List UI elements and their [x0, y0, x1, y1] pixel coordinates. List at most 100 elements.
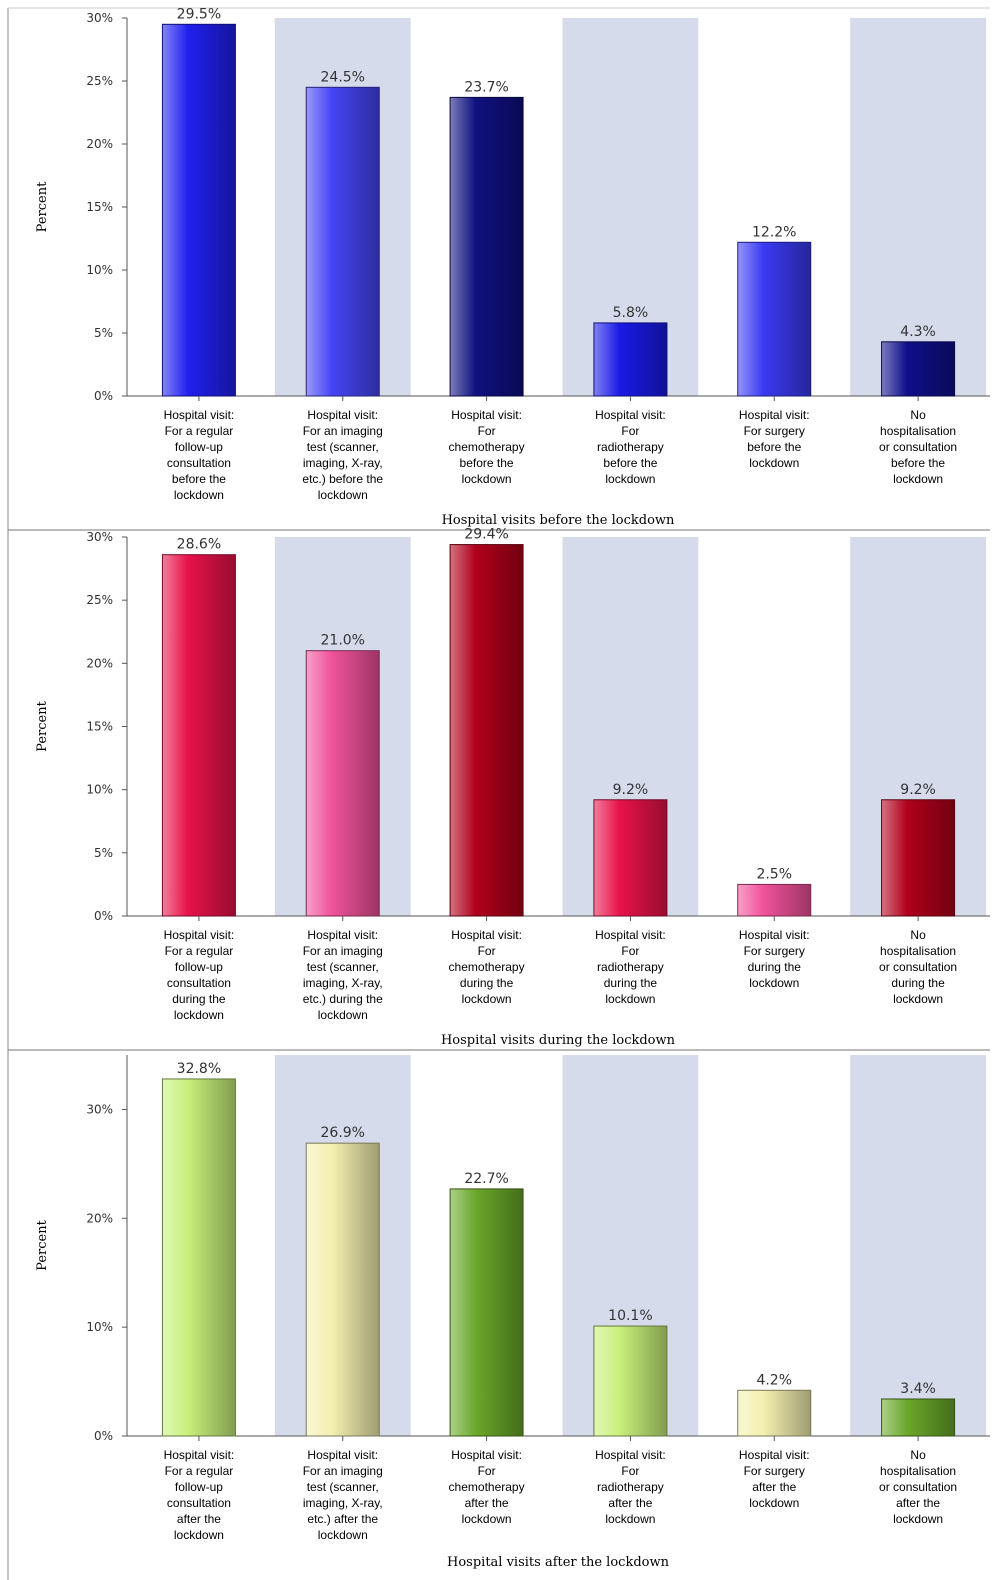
category-label: Hospital visit: For an imaging test (scann… — [302, 408, 383, 502]
y-tick-label: 20% — [86, 1211, 113, 1225]
category-label: Hospital visit: For chemotherapy during the… — [449, 928, 525, 1006]
category-label-line: For a regular — [165, 424, 234, 438]
category-label-line: No — [910, 928, 926, 942]
category-label-line: Hospital visit: — [307, 408, 378, 422]
bar — [161, 23, 236, 397]
category-label-line: For surgery — [744, 944, 805, 958]
category-label-line: before the — [603, 456, 657, 470]
category-label-line: etc.) before the — [302, 472, 383, 486]
category-label-line: hospitalisation — [880, 1464, 956, 1478]
y-tick-label: 20% — [86, 656, 113, 670]
category-label-line: For — [478, 424, 496, 438]
category-label-line: or consultation — [879, 960, 957, 974]
y-tick-label: 5% — [94, 846, 113, 860]
category-label-line: Hospital visit: — [451, 408, 522, 422]
y-tick-label: 20% — [86, 137, 113, 151]
bar — [737, 883, 812, 917]
y-tick-label: 30% — [86, 530, 113, 544]
data-label: 5.8% — [613, 305, 649, 321]
category-label-line: follow-up — [175, 440, 223, 454]
category-label: Hospital visit: For a regular follow-up con… — [164, 408, 235, 502]
category-label-line: lockdown — [893, 472, 943, 486]
category-label-line: Hospital visit: — [595, 1448, 666, 1462]
category-label-line: For a regular — [165, 944, 234, 958]
category-label-line: radiotherapy — [597, 960, 664, 974]
category-label-line: No — [910, 408, 926, 422]
category-label-line: imaging, X-ray, — [303, 976, 383, 990]
category-label-line: radiotherapy — [597, 1480, 664, 1494]
data-label: 10.1% — [608, 1308, 652, 1324]
category-label-line: hospitalisation — [880, 944, 956, 958]
category-label-line: imaging, X-ray, — [303, 1496, 383, 1510]
category-label-line: test (scanner, — [307, 960, 379, 974]
category-label-line: For — [621, 944, 639, 958]
data-label: 26.9% — [321, 1125, 365, 1141]
category-label-line: Hospital visit: — [595, 408, 666, 422]
category-label-line: or consultation — [879, 440, 957, 454]
category-label-line: chemotherapy — [449, 440, 525, 454]
category-label-line: lockdown — [605, 1512, 655, 1526]
category-label: No hospitalisation or consultation during t… — [879, 928, 957, 1006]
bar — [161, 1078, 236, 1437]
data-label: 21.0% — [321, 633, 365, 649]
data-label: 12.2% — [752, 224, 796, 240]
category-label-line: For an imaging — [303, 1464, 383, 1478]
category-label-line: For — [621, 1464, 639, 1478]
category-label: Hospital visit: For chemotherapy before the… — [449, 408, 525, 486]
data-label: 9.2% — [613, 782, 649, 798]
category-band — [850, 18, 986, 396]
bar — [593, 799, 668, 917]
data-label: 24.5% — [321, 69, 365, 85]
category-label: Hospital visit: For surgery after the lockd… — [739, 1448, 810, 1510]
y-tick-label: 0% — [94, 909, 113, 923]
category-label-line: hospitalisation — [880, 424, 956, 438]
data-label: 4.3% — [900, 324, 936, 340]
category-label: Hospital visit: For an imaging test (scann… — [303, 928, 383, 1022]
category-label-line: after the — [465, 1496, 509, 1510]
category-label-line: Hospital visit: — [164, 408, 235, 422]
category-label-line: lockdown — [893, 1512, 943, 1526]
category-label-line: Hospital visit: — [451, 1448, 522, 1462]
category-label-line: Hospital visit: — [739, 1448, 810, 1462]
data-label: 4.2% — [756, 1372, 792, 1388]
category-label-line: test (scanner, — [307, 1480, 379, 1494]
category-label-line: or consultation — [879, 1480, 957, 1494]
category-label-line: etc.) during the — [303, 992, 383, 1006]
category-label-line: during the — [604, 976, 658, 990]
category-label-line: Hospital visit: — [164, 928, 235, 942]
bar — [305, 650, 380, 917]
category-label-line: For an imaging — [303, 424, 383, 438]
category-label-line: follow-up — [175, 1480, 223, 1494]
category-label-line: lockdown — [462, 992, 512, 1006]
x-axis-title: Hospital visits after the lockdown — [447, 1555, 670, 1570]
category-label-line: No — [910, 1448, 926, 1462]
category-label: Hospital visit: For radiotherapy during the… — [595, 928, 666, 1006]
category-label-line: Hospital visit: — [164, 1448, 235, 1462]
category-label-line: Hospital visit: — [307, 1448, 378, 1462]
category-label-line: consultation — [167, 976, 231, 990]
y-tick-label: 0% — [94, 1429, 113, 1443]
category-label-line: lockdown — [893, 992, 943, 1006]
category-label-line: For — [478, 1464, 496, 1478]
category-label-line: before the — [172, 472, 226, 486]
category-label-line: For — [478, 944, 496, 958]
category-label: No hospitalisation or consultation before t… — [879, 408, 957, 486]
category-label-line: For surgery — [744, 1464, 805, 1478]
bar — [881, 799, 956, 917]
category-label: Hospital visit: For an imaging test (scann… — [303, 1448, 383, 1542]
category-label-line: lockdown — [318, 1008, 368, 1022]
category-label-line: lockdown — [605, 472, 655, 486]
category-label-line: chemotherapy — [449, 1480, 525, 1494]
category-label-line: Hospital visit: — [307, 928, 378, 942]
category-band — [850, 1055, 986, 1436]
y-axis-title: Percent — [35, 700, 50, 751]
category-label-line: For surgery — [744, 424, 805, 438]
data-label: 32.8% — [177, 1061, 221, 1077]
category-label-line: Hospital visit: — [739, 408, 810, 422]
category-label-line: chemotherapy — [449, 960, 525, 974]
category-label-line: lockdown — [605, 992, 655, 1006]
category-label-line: imaging, X-ray, — [303, 456, 383, 470]
category-label-line: follow-up — [175, 960, 223, 974]
bar — [593, 1325, 668, 1437]
